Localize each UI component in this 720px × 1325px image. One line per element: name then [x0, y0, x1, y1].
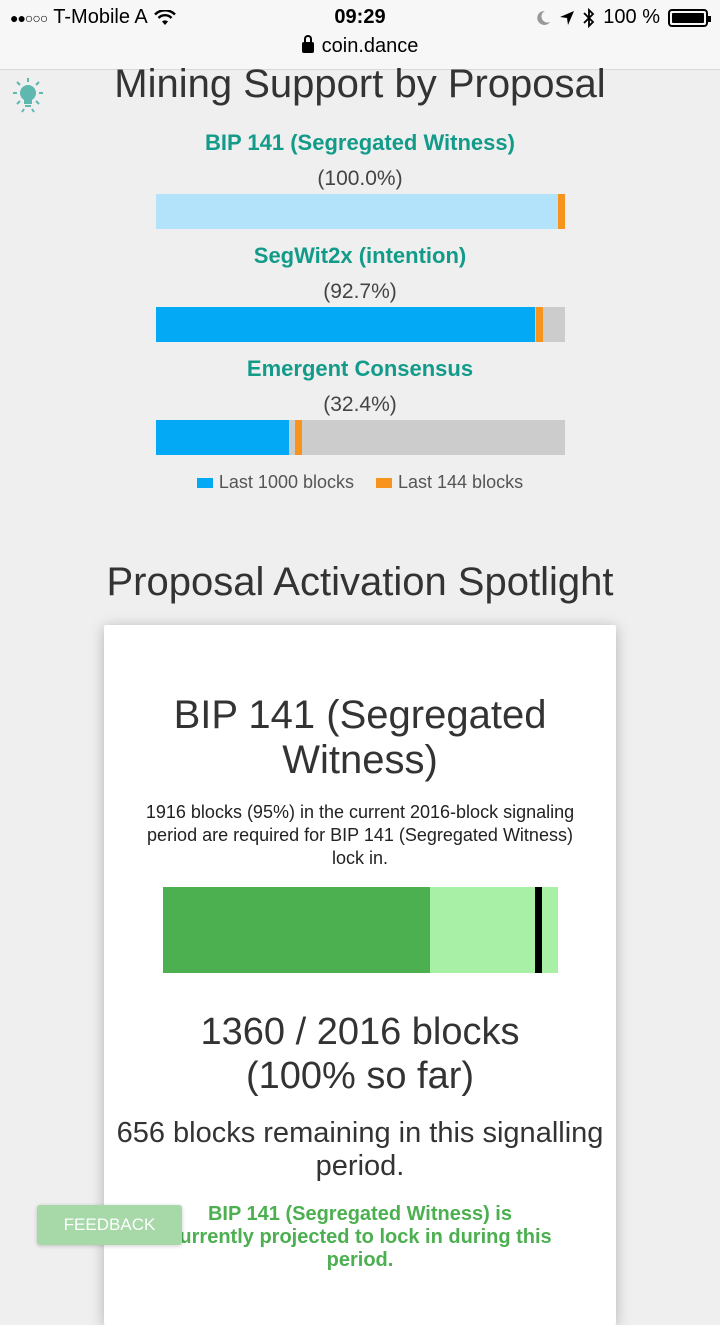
proposal-bar: [156, 307, 565, 342]
progress-fill: [163, 887, 430, 973]
bluetooth-icon: [583, 7, 595, 28]
spotlight-title: Proposal Activation Spotlight: [106, 560, 614, 604]
mining-support-title: Mining Support by Proposal: [114, 62, 606, 106]
proposal-percent: (92.7%): [323, 280, 397, 303]
last-1000-fill: [156, 420, 289, 455]
wifi-icon: [153, 9, 176, 25]
card-description: 1916 blocks (95%) in the current 2016-bl…: [145, 802, 575, 868]
url-text: coin.dance: [321, 35, 419, 57]
block-count-line: 1360 / 2016 blocks: [200, 1011, 520, 1053]
block-count-percent: (100% so far): [245, 1055, 475, 1097]
blocks-remaining: 656 blocks remaining in this signalling …: [116, 1117, 604, 1182]
battery-percent: 100 %: [603, 6, 660, 28]
battery-icon: [668, 8, 711, 27]
last-144-marker: [536, 307, 544, 342]
lock-icon: [301, 35, 314, 53]
last-1000-fill: [156, 307, 536, 342]
proposal-name: SegWit2x (intention): [253, 243, 467, 268]
proposal-percent: (32.4%): [323, 393, 397, 416]
signal-icon: ●●○○○: [10, 9, 48, 26]
clock: 09:29: [334, 6, 386, 28]
proposal-name: BIP 141 (Segregated Witness): [205, 130, 515, 155]
status-bar: ●●○○○ T-Mobile A 09:29 100 % coin.dance: [0, 0, 720, 70]
location-arrow-icon: [560, 10, 575, 25]
moon-icon: [537, 10, 551, 25]
address-bar[interactable]: coin.dance: [0, 35, 720, 58]
legend-swatch-blue: [196, 477, 213, 488]
threshold-marker: [535, 887, 543, 973]
lightbulb-icon[interactable]: [8, 74, 48, 118]
activation-progress-bar: [163, 887, 558, 973]
feedback-button[interactable]: FEEDBACK: [37, 1205, 182, 1245]
carrier-label: T-Mobile A: [53, 6, 148, 28]
block-count: 1360 / 2016 blocks (100% so far): [104, 1010, 616, 1098]
proposal-bar: [156, 194, 565, 229]
legend-item-last-144: Last 144 blocks: [376, 472, 523, 493]
legend-label: Last 144 blocks: [398, 472, 524, 492]
spotlight-card: BIP 141 (Segregated Witness) 1916 blocks…: [104, 625, 616, 1325]
legend-label: Last 1000 blocks: [218, 472, 354, 492]
proposal-percent: (100.0%): [317, 167, 403, 190]
bar-legend: Last 1000 blocks Last 144 blocks: [0, 472, 720, 493]
legend-swatch-orange: [376, 477, 392, 488]
legend-item-last-1000: Last 1000 blocks: [196, 472, 354, 493]
last-1000-fill: [156, 194, 565, 229]
last-144-marker: [558, 194, 565, 229]
lock-in-projection: BIP 141 (Segregated Witness) is currentl…: [168, 1203, 552, 1271]
card-title: BIP 141 (Segregated Witness): [173, 693, 547, 782]
proposal-name: Emergent Consensus: [246, 356, 474, 381]
last-144-marker: [295, 420, 303, 455]
status-left: ●●○○○ T-Mobile A: [10, 6, 176, 29]
status-right: 100 %: [535, 6, 711, 29]
proposal-bar: [156, 420, 565, 455]
